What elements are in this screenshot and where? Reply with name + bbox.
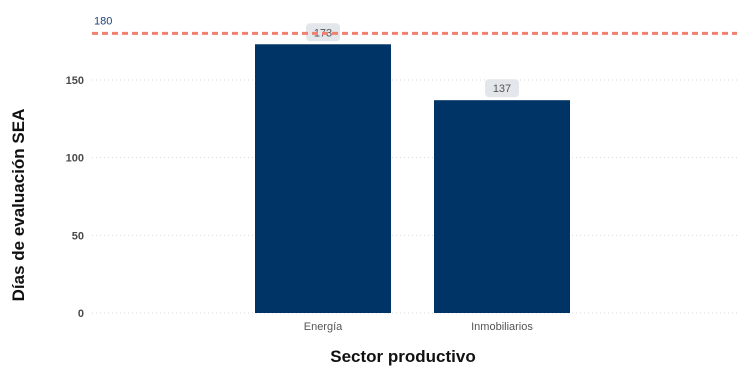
data-label-background	[485, 79, 519, 98]
y-tick-label: 150	[66, 75, 84, 87]
bars	[255, 44, 570, 314]
x-tick-label: Inmobiliarios	[471, 321, 533, 333]
x-axis-title: Sector productivo	[330, 347, 475, 366]
reference-line-group: 180	[92, 15, 737, 35]
y-tick-label: 0	[78, 308, 84, 320]
y-axis-title: Días de evaluación SEA	[9, 109, 28, 302]
y-tick-label: 50	[72, 230, 84, 242]
y-axis-ticks: 0 50 100 150	[66, 75, 84, 320]
bar	[434, 100, 570, 314]
bar	[255, 44, 391, 313]
x-tick-label: Energía	[304, 321, 343, 333]
reference-line-label: 180	[94, 15, 112, 27]
data-label: 137	[493, 83, 511, 95]
gridlines	[92, 79, 737, 314]
x-axis-ticks: Energía Inmobiliarios	[304, 321, 534, 333]
data-labels: 173137	[306, 23, 519, 98]
y-tick-label: 100	[66, 153, 84, 165]
